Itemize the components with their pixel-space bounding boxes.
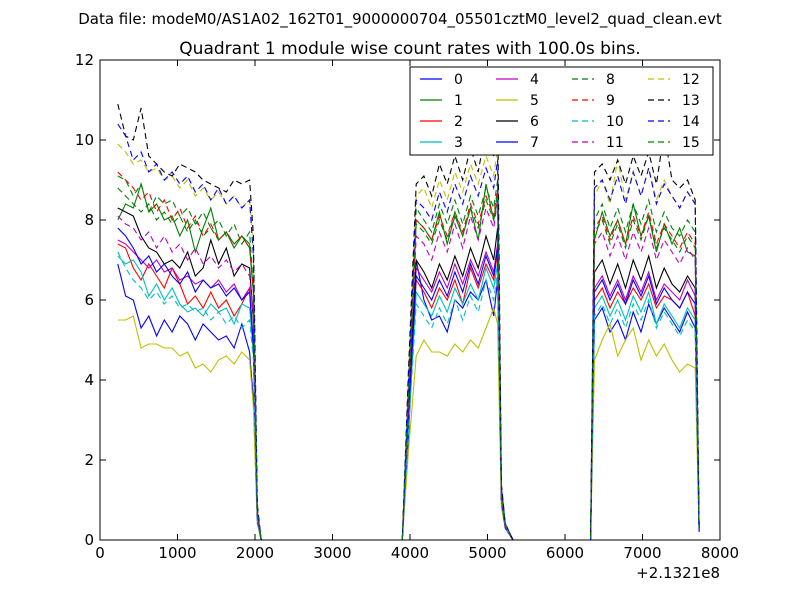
legend-label-6: 6 [530, 114, 539, 130]
x-tick-label: 6000 [546, 544, 584, 562]
series-line-6 [117, 207, 700, 540]
y-tick-label: 10 [75, 131, 94, 149]
legend-label-2: 2 [454, 114, 463, 130]
x-tick-label: 3000 [313, 544, 351, 562]
legend-label-3: 3 [454, 135, 463, 151]
x-tick-label: 0 [95, 544, 105, 562]
legend-label-11: 11 [606, 135, 624, 151]
legend-label-14: 14 [682, 114, 700, 130]
y-tick-label: 8 [84, 211, 94, 229]
x-tick-label: 4000 [391, 544, 429, 562]
tick-layer: 0 1000 2000 3000 4000 5000 6000 7000 80000246810… [75, 51, 739, 562]
x-tick-label: 5000 [468, 544, 506, 562]
legend-label-8: 8 [606, 72, 615, 88]
legend-label-9: 9 [606, 93, 615, 109]
y-tick-label: 2 [84, 451, 94, 469]
legend-label-15: 15 [682, 135, 700, 151]
series-line-5 [117, 306, 700, 540]
series-line-7 [117, 227, 700, 540]
x-tick-label: 2000 [236, 544, 274, 562]
legend-label-10: 10 [606, 114, 624, 130]
series-line-9 [117, 171, 700, 540]
series-line-11 [117, 199, 700, 540]
legend-label-1: 1 [454, 93, 463, 109]
x-tick-label: 7000 [623, 544, 661, 562]
legend-label-0: 0 [454, 72, 463, 88]
legend-label-5: 5 [530, 93, 539, 109]
y-tick-label: 4 [84, 371, 94, 389]
series-line-15 [117, 187, 700, 540]
legend-frame [409, 66, 714, 156]
y-tick-label: 6 [84, 291, 94, 309]
legend-label-12: 12 [682, 72, 700, 88]
series-line-0 [117, 259, 700, 540]
series-line-3 [117, 255, 700, 540]
x-tick-label: 1000 [158, 544, 196, 562]
x-offset-label: +2.1321e8 [636, 564, 720, 582]
figure-suptitle: Data file: modeM0/AS1A02_162T01_90000007… [78, 10, 722, 29]
chart-title: Quadrant 1 module wise count rates with … [179, 39, 640, 59]
x-tick-label: 8000 [701, 544, 739, 562]
series-line-4 [117, 239, 700, 540]
y-tick-label: 12 [75, 51, 94, 69]
series-layer [117, 103, 700, 540]
y-tick-label: 0 [84, 531, 94, 549]
legend-label-7: 7 [530, 135, 539, 151]
series-line-10 [117, 251, 700, 540]
legend-label-4: 4 [530, 72, 539, 88]
legend-label-13: 13 [682, 93, 700, 109]
series-line-14 [117, 123, 700, 540]
series-line-2 [117, 243, 700, 540]
series-line-8 [117, 175, 700, 540]
